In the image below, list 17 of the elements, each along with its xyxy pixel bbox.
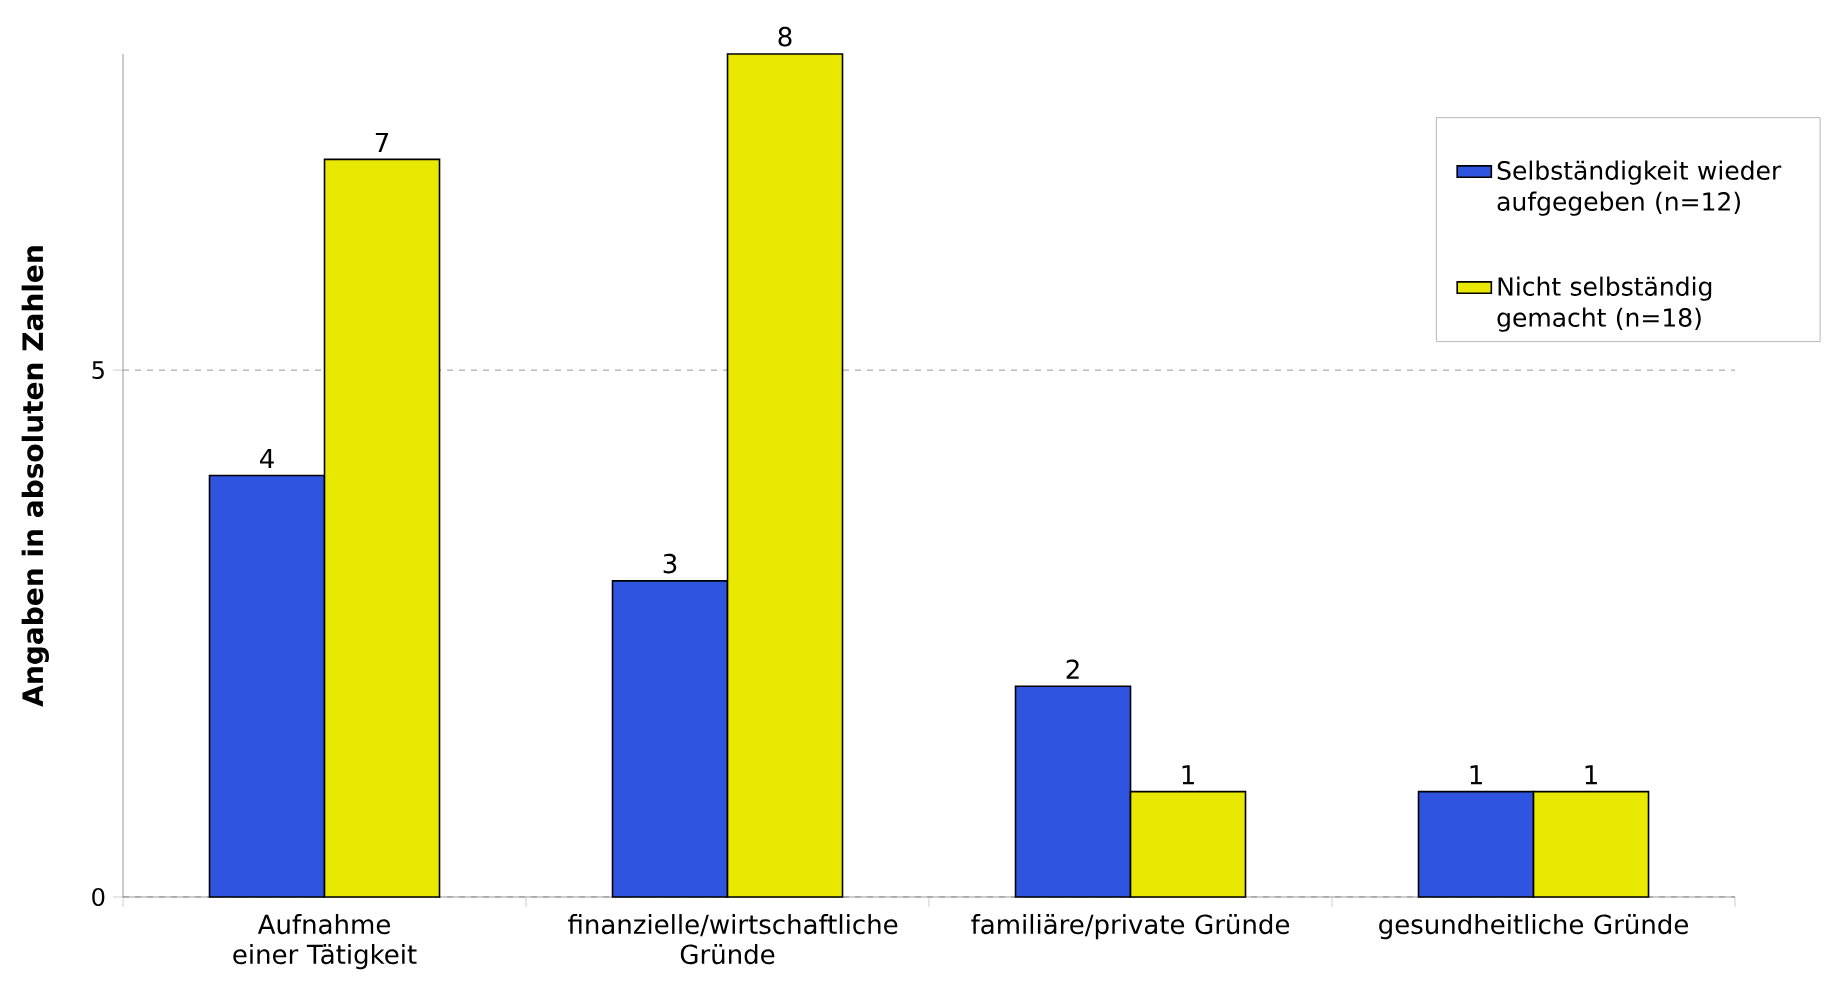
data-label: 7 [375,132,389,152]
x-tick-label: finanzielle/wirtschaftliche Gründe [568,914,898,965]
y-tick-label: 5 [92,361,104,380]
y-tick-label: 0 [92,887,105,907]
data-label: 1 [1585,765,1597,785]
data-label: 2 [1066,659,1079,679]
data-label: 4 [260,449,274,469]
x-tick-label: gesundheitliche Gründe [1379,914,1688,940]
legend-label: Nicht selbständig gemacht (n=18) [1497,276,1712,332]
data-label: 3 [663,553,677,574]
data-label: 8 [778,26,792,47]
y-axis-title: Angaben in absoluten Zahlen [21,246,49,707]
x-tick-label: familiäre/private Gründe [971,914,1290,940]
data-label: 1 [1470,765,1482,785]
x-tick-label: Aufnahme einer Tätigkeit [233,914,417,970]
legend-label: Selbständigkeit wieder aufgegeben (n=12) [1497,160,1782,216]
data-label: 1 [1182,765,1194,785]
